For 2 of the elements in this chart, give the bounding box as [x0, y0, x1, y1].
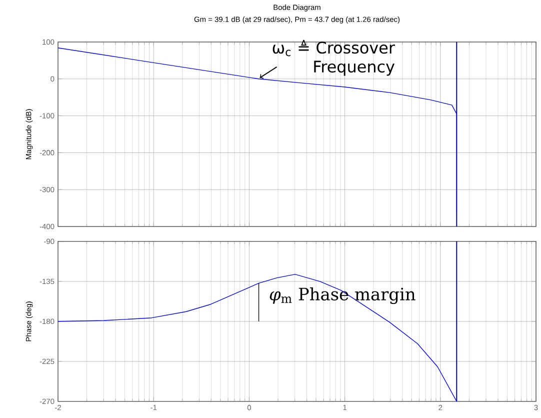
annotation: ω$_{c}$ ≜ Crossover Frequency	[272, 40, 395, 76]
annotation: φ$_{m}$ Phase margin	[270, 287, 416, 304]
